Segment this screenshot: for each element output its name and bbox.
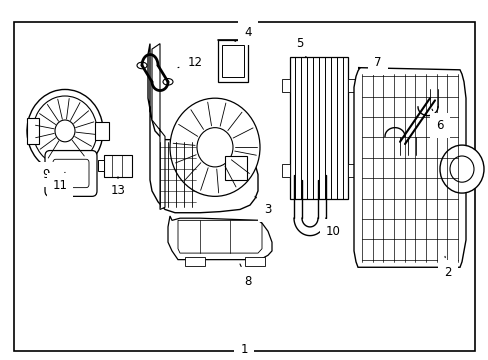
Bar xyxy=(389,138,417,155)
Text: 13: 13 xyxy=(110,177,125,197)
Bar xyxy=(377,87,385,100)
Polygon shape xyxy=(152,44,164,210)
Bar xyxy=(373,84,405,104)
Bar xyxy=(289,57,347,199)
Text: 12: 12 xyxy=(178,56,202,69)
Bar xyxy=(104,155,132,177)
Bar xyxy=(282,164,289,177)
Text: 7: 7 xyxy=(373,56,384,70)
Circle shape xyxy=(55,120,75,142)
Polygon shape xyxy=(178,220,262,253)
Text: 5: 5 xyxy=(296,37,305,57)
Polygon shape xyxy=(168,216,271,260)
Ellipse shape xyxy=(381,72,397,85)
Circle shape xyxy=(439,145,483,193)
Text: 6: 6 xyxy=(431,109,443,132)
Text: 3: 3 xyxy=(254,196,271,216)
Polygon shape xyxy=(353,68,465,267)
Circle shape xyxy=(449,156,473,182)
Ellipse shape xyxy=(137,62,147,69)
Bar xyxy=(282,78,289,92)
Text: 9: 9 xyxy=(42,168,50,181)
Bar xyxy=(347,164,355,177)
Ellipse shape xyxy=(384,75,394,82)
Bar xyxy=(218,40,247,82)
Bar xyxy=(222,45,244,77)
Text: 10: 10 xyxy=(324,222,340,238)
Bar xyxy=(98,160,104,171)
Text: 8: 8 xyxy=(240,264,251,288)
Bar xyxy=(389,87,397,100)
Circle shape xyxy=(170,98,260,196)
Bar xyxy=(184,257,204,266)
Bar xyxy=(244,257,264,266)
FancyBboxPatch shape xyxy=(45,150,97,196)
Text: 1: 1 xyxy=(240,343,247,356)
Bar xyxy=(95,122,109,140)
Bar xyxy=(419,89,447,107)
Bar xyxy=(224,156,246,180)
FancyBboxPatch shape xyxy=(53,159,89,188)
Bar xyxy=(27,118,39,144)
Text: 2: 2 xyxy=(443,256,451,279)
Polygon shape xyxy=(148,44,258,213)
Ellipse shape xyxy=(163,78,173,85)
Circle shape xyxy=(197,128,232,167)
Bar xyxy=(347,78,355,92)
Text: 4: 4 xyxy=(235,26,251,41)
Text: 11: 11 xyxy=(52,172,67,192)
